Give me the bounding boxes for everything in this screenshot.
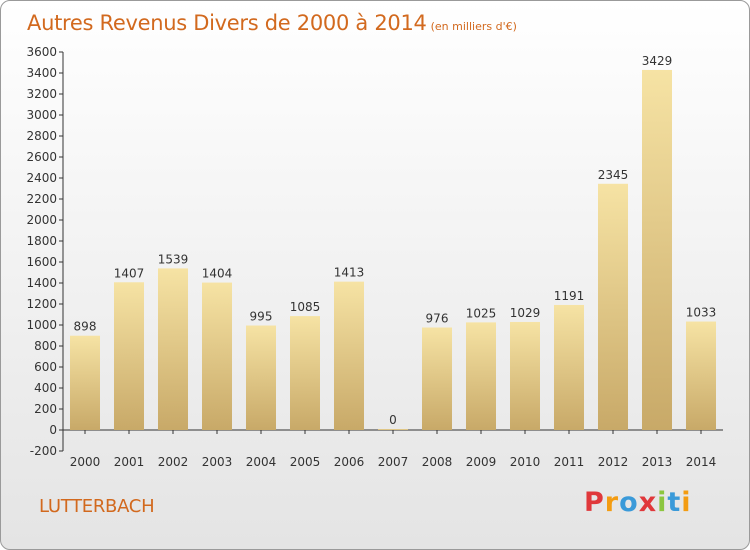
x-tick-label: 2014 xyxy=(686,455,717,469)
x-tick-label: 2001 xyxy=(114,455,145,469)
logo-letter: P xyxy=(584,487,605,518)
bar-2007 xyxy=(378,429,408,430)
bar-2011 xyxy=(554,304,584,430)
x-tick-label: 2006 xyxy=(334,455,365,469)
data-label-2003: 1404 xyxy=(202,267,233,281)
bar-2010 xyxy=(510,321,540,430)
y-tick-label: 800 xyxy=(34,339,57,353)
logo-letter: i xyxy=(681,487,692,518)
data-label-2014: 1033 xyxy=(686,306,717,320)
data-label-2000: 898 xyxy=(74,320,97,334)
y-tick-label: 0 xyxy=(49,423,57,437)
x-tick-label: 2009 xyxy=(466,455,497,469)
logo-letter: t xyxy=(667,487,682,518)
data-label-2006: 1413 xyxy=(334,266,365,280)
y-tick-label: 3600 xyxy=(26,45,57,59)
bar-2002 xyxy=(158,268,188,430)
y-tick-label: 2200 xyxy=(26,192,57,206)
bar-2006 xyxy=(334,281,364,430)
y-tick-label: 2800 xyxy=(26,129,57,143)
bar-2000 xyxy=(70,335,100,430)
y-tick-label: 2400 xyxy=(26,171,57,185)
data-label-2013: 3429 xyxy=(642,54,673,68)
bar-2014 xyxy=(686,321,716,430)
bar-2013 xyxy=(642,69,672,430)
data-label-2008: 976 xyxy=(426,312,449,326)
y-tick-label: 200 xyxy=(34,402,57,416)
x-tick-label: 2008 xyxy=(422,455,453,469)
x-tick-label: 2002 xyxy=(158,455,189,469)
x-tick-label: 2005 xyxy=(290,455,321,469)
proxiti-logo: Proxiti xyxy=(584,487,692,518)
chart-title-text: Autres Revenus Divers de 2000 à 2014 xyxy=(27,11,427,35)
logo-letter: o xyxy=(619,487,639,518)
y-tick-label: 2000 xyxy=(26,213,57,227)
y-tick-label: 1600 xyxy=(26,255,57,269)
y-tick-label: 1800 xyxy=(26,234,57,248)
y-tick-label: 1400 xyxy=(26,276,57,290)
city-name: LUTTERBACH xyxy=(39,496,155,517)
data-label-2011: 1191 xyxy=(554,289,585,303)
bar-2005 xyxy=(290,316,320,430)
y-tick-label: 3400 xyxy=(26,66,57,80)
data-label-2002: 1539 xyxy=(158,252,189,266)
y-tick-label: 3200 xyxy=(26,87,57,101)
y-tick-label: 1000 xyxy=(26,318,57,332)
bar-2001 xyxy=(114,282,144,430)
chart-title: Autres Revenus Divers de 2000 à 2014 (en … xyxy=(27,11,517,35)
logo-letter: i xyxy=(657,487,668,518)
data-label-2001: 1407 xyxy=(114,266,145,280)
x-tick-label: 2003 xyxy=(202,455,233,469)
chart-unit-label: (en milliers d'€) xyxy=(430,20,517,33)
bar-2003 xyxy=(202,282,232,430)
data-label-2005: 1085 xyxy=(290,300,321,314)
x-tick-label: 2004 xyxy=(246,455,277,469)
chart-bars xyxy=(70,69,716,430)
bar-2009 xyxy=(466,322,496,430)
data-label-2010: 1029 xyxy=(510,306,541,320)
x-tick-label: 2007 xyxy=(378,455,409,469)
bar-2012 xyxy=(598,183,628,430)
logo-letter: x xyxy=(638,487,658,518)
bar-2004 xyxy=(246,325,276,430)
logo-letter: r xyxy=(604,487,620,518)
y-tick-label: -200 xyxy=(30,444,57,458)
x-tick-label: 2010 xyxy=(510,455,541,469)
chart-axes: -200 0 200 400 600 800 1000 1200 1400 1600 1800 200… xyxy=(26,45,723,458)
x-tick-label: 2013 xyxy=(642,455,673,469)
data-label-2012: 2345 xyxy=(598,168,629,182)
y-tick-label: 400 xyxy=(34,381,57,395)
y-tick-label: 1200 xyxy=(26,297,57,311)
y-tick-label: 600 xyxy=(34,360,57,374)
data-label-2009: 1025 xyxy=(466,306,497,320)
x-tick-label: 2011 xyxy=(554,455,585,469)
y-tick-label: 2600 xyxy=(26,150,57,164)
data-label-2007: 0 xyxy=(389,413,397,427)
x-tick-label: 2000 xyxy=(70,455,101,469)
bar-2008 xyxy=(422,327,452,430)
data-label-2004: 995 xyxy=(250,310,273,324)
x-tick-label: 2012 xyxy=(598,455,629,469)
y-tick-label: 3000 xyxy=(26,108,57,122)
chart-data-labels: 2000 898 2001 1407 2002 1539 2003 1404 2004 995 20… xyxy=(70,54,717,469)
